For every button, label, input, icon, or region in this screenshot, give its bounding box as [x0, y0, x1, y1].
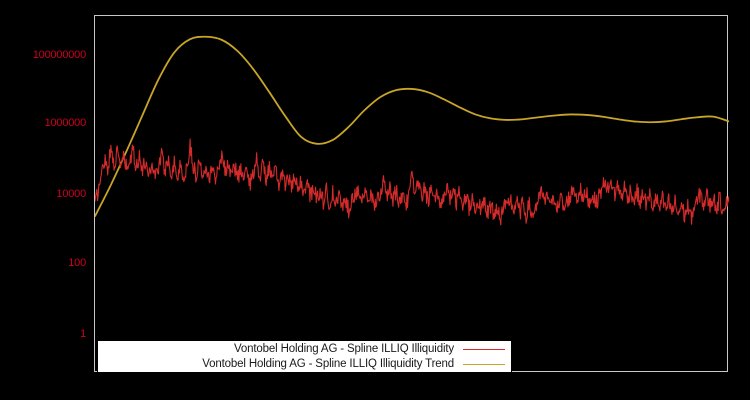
- legend-line-swatch-icon: [463, 348, 505, 350]
- legend-label: Vontobel Holding AG - Spline ILLIQ Illiq…: [233, 343, 454, 355]
- legend-entry-illiquidity: Vontobel Holding AG - Spline ILLIQ Illiq…: [98, 342, 511, 357]
- series-line-illiquidity: [95, 138, 729, 226]
- legend-line-swatch-icon: [463, 363, 505, 365]
- y-tick-label: 1000000: [44, 117, 87, 129]
- series-line-trend: [95, 35, 729, 218]
- plot-area: [94, 15, 729, 372]
- plot-canvas: [95, 35, 729, 226]
- y-tick-label: 100: [68, 257, 86, 269]
- y-tick-label: 1: [80, 328, 86, 340]
- y-tick-label: 100000000: [32, 49, 86, 61]
- legend-entry-trend: Vontobel Holding AG - Spline ILLIQ Illiq…: [98, 357, 511, 372]
- legend-label: Vontobel Holding AG - Spline ILLIQ Illiq…: [202, 358, 454, 370]
- legend: Vontobel Holding AG - Spline ILLIQ Illiq…: [97, 340, 512, 373]
- y-tick-label: 10000: [56, 188, 86, 200]
